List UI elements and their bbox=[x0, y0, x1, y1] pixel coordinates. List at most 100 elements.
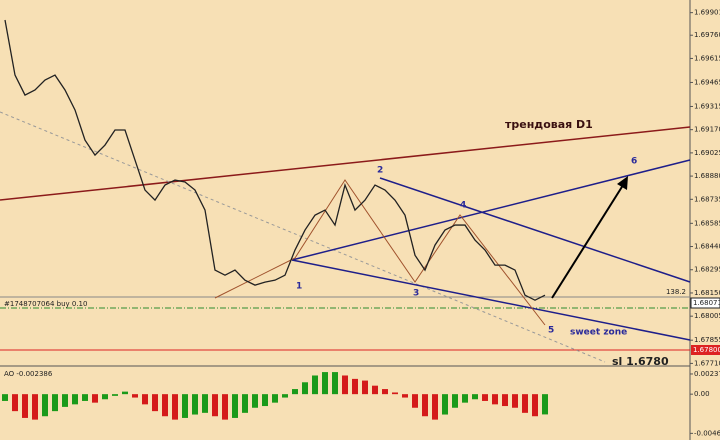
y-tick-label: 1.69170 bbox=[694, 126, 720, 134]
sl-tag-box bbox=[691, 345, 720, 355]
ao-bar bbox=[362, 380, 368, 395]
ao-bar bbox=[382, 389, 388, 395]
ao-bar bbox=[302, 382, 308, 395]
y-tick-label: 1.68585 bbox=[694, 219, 720, 227]
trend-line-d1 bbox=[0, 126, 691, 201]
ao-bar bbox=[452, 394, 458, 408]
zigzag bbox=[214, 179, 546, 326]
ao-bar bbox=[132, 394, 138, 398]
ao-bar bbox=[112, 394, 118, 396]
ao-bar bbox=[472, 394, 478, 400]
ao-bar bbox=[282, 394, 288, 398]
ao-bar bbox=[372, 385, 378, 395]
sl-price: 1.67800 bbox=[693, 346, 720, 354]
y-tick-label: 1.68440 bbox=[694, 243, 720, 251]
wedge-upper-1 bbox=[291, 159, 691, 261]
y-tick-label: 1.68295 bbox=[694, 266, 720, 274]
ao-bar bbox=[142, 394, 148, 405]
ao-bar bbox=[172, 394, 178, 420]
y-tick-label: 1.68005 bbox=[694, 312, 720, 320]
ao-bar bbox=[402, 394, 408, 398]
y-tick-label: 1.69025 bbox=[694, 149, 720, 157]
wave-label: 5 bbox=[548, 326, 554, 336]
ao-bar bbox=[462, 394, 468, 403]
ao-bar bbox=[82, 394, 88, 401]
ao-bar bbox=[522, 394, 528, 413]
ao-bar bbox=[322, 372, 328, 395]
ao-bar bbox=[542, 394, 548, 415]
ao-bar bbox=[332, 372, 338, 395]
ao-bar bbox=[162, 394, 168, 417]
ao-bar bbox=[272, 394, 278, 403]
y-tick-label: 0.00 bbox=[694, 390, 710, 398]
ao-bar bbox=[212, 394, 218, 417]
ao-bar bbox=[442, 394, 448, 415]
ao-bar bbox=[92, 394, 98, 403]
ao-bar bbox=[342, 375, 348, 395]
ao-bar bbox=[222, 394, 228, 420]
ao-bar bbox=[392, 392, 398, 395]
dashed-channel bbox=[0, 111, 606, 363]
y-tick-label: 1.69315 bbox=[694, 102, 720, 110]
ao-bar bbox=[412, 394, 418, 408]
ao-bar bbox=[42, 394, 48, 417]
ao-bar bbox=[422, 394, 428, 417]
wedge-line-2 bbox=[379, 177, 691, 283]
ao-bar bbox=[482, 394, 488, 401]
y-tick-label: 1.69615 bbox=[694, 54, 720, 62]
ao-bar bbox=[262, 394, 268, 407]
ao-bar bbox=[352, 378, 358, 395]
y-tick-label: 1.69760 bbox=[694, 31, 720, 39]
y-tick-label: 1.68735 bbox=[694, 195, 720, 203]
ao-bar bbox=[32, 394, 38, 420]
arrow bbox=[551, 181, 626, 299]
ao-bar bbox=[52, 394, 58, 412]
wave-label: 4 bbox=[460, 201, 466, 211]
wedge-lower bbox=[291, 259, 691, 341]
ao-bar bbox=[182, 394, 188, 418]
y-tick-label: 1.69465 bbox=[694, 78, 720, 86]
y-tick-label: 1.68880 bbox=[694, 172, 720, 180]
price-line bbox=[4, 19, 546, 301]
annotation: sl 1.6780 bbox=[612, 355, 669, 368]
wave-label: 6 bbox=[631, 157, 637, 167]
fibo-tag: 138.2 bbox=[666, 288, 686, 296]
ao-bar bbox=[192, 394, 198, 415]
y-tick-label: 1.68150 bbox=[694, 289, 720, 297]
y-tick-label: -0.004617 bbox=[694, 429, 720, 437]
wave-label: 2 bbox=[377, 166, 383, 176]
order-label: #1748707064 buy 0.10 bbox=[4, 300, 87, 308]
y-tick-label: 0.002379 bbox=[694, 370, 720, 378]
ao-bar bbox=[292, 389, 298, 395]
ao-bar bbox=[2, 394, 8, 401]
ao-bar bbox=[102, 394, 108, 400]
ao-bar bbox=[62, 394, 68, 407]
indicator-title: AO -0.002386 bbox=[4, 370, 53, 378]
ao-bar bbox=[502, 394, 508, 407]
ao-bar bbox=[492, 394, 498, 405]
wave-label: 1 bbox=[296, 282, 302, 292]
ao-bar bbox=[152, 394, 158, 412]
price-tag-box bbox=[690, 297, 720, 309]
ao-bar bbox=[202, 394, 208, 413]
y-tick-label: 1.67855 bbox=[694, 336, 720, 344]
ao-bar bbox=[232, 394, 238, 418]
annotation: sweet zone bbox=[570, 328, 627, 338]
annotation: трендовая D1 bbox=[505, 118, 593, 131]
arrow-head bbox=[617, 176, 628, 190]
ao-bar bbox=[122, 391, 128, 395]
ao-bar bbox=[12, 394, 18, 412]
ao-bar bbox=[512, 394, 518, 408]
ao-bar bbox=[532, 394, 538, 417]
ao-bar bbox=[22, 394, 28, 418]
ao-bar bbox=[242, 394, 248, 413]
ao-bar bbox=[432, 394, 438, 420]
current-price: 1.68071 bbox=[693, 299, 720, 307]
ao-bar bbox=[312, 375, 318, 395]
ao-bar bbox=[72, 394, 78, 405]
